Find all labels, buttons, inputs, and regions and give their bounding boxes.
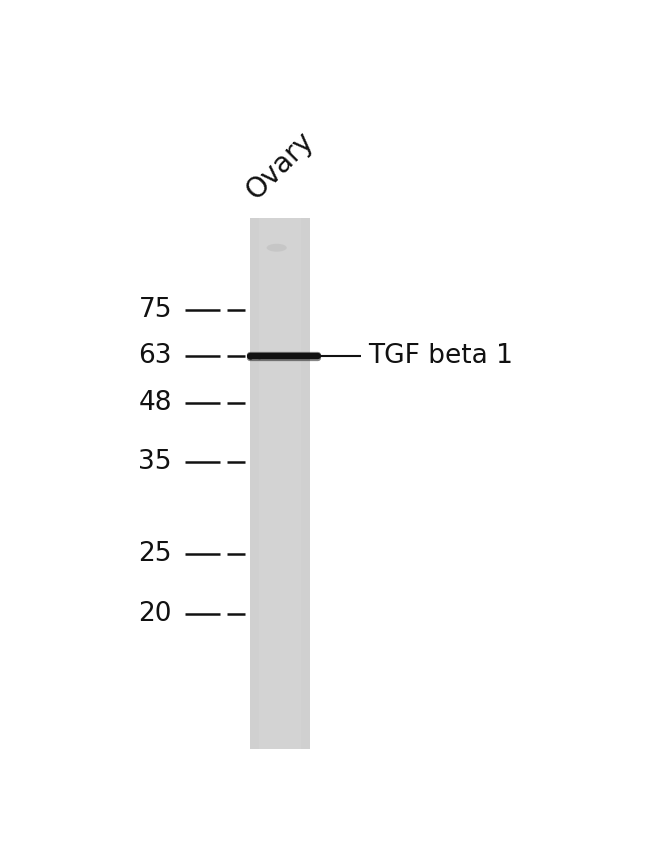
- Text: 20: 20: [138, 601, 172, 627]
- Text: 48: 48: [138, 389, 172, 416]
- Text: TGF beta 1: TGF beta 1: [369, 343, 514, 370]
- Text: 25: 25: [138, 541, 172, 568]
- Bar: [259, 218, 302, 749]
- Text: 75: 75: [138, 297, 172, 324]
- Text: 35: 35: [138, 449, 172, 475]
- Bar: [250, 218, 311, 749]
- Ellipse shape: [266, 244, 287, 252]
- Text: 63: 63: [138, 343, 172, 370]
- Text: Ovary: Ovary: [240, 127, 318, 205]
